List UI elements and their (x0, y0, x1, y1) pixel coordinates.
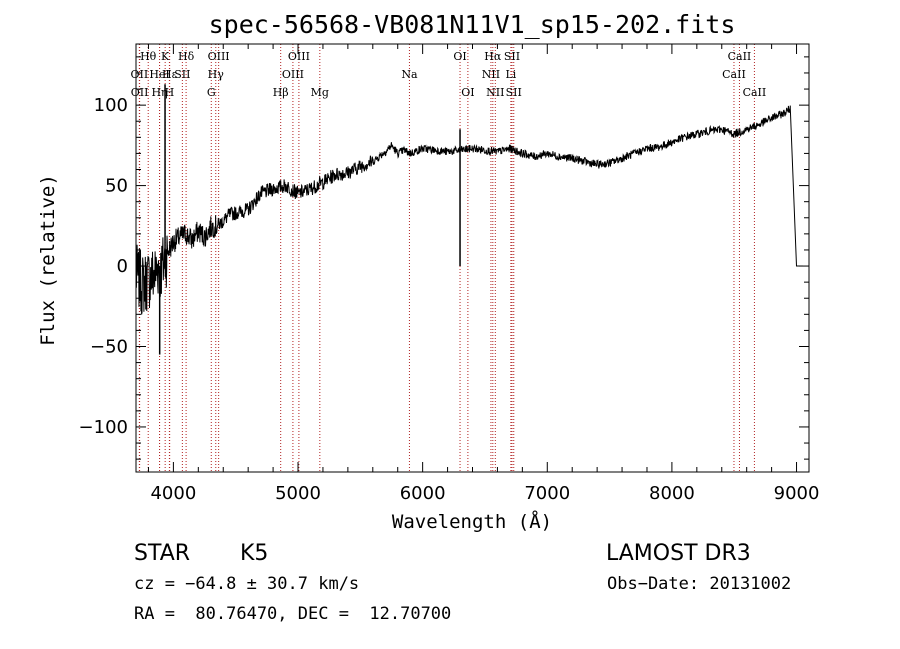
line-label-0: Hθ (140, 50, 157, 63)
x-axis-ticks: 4000 5000 6000 7000 8000 9000 (147, 44, 820, 504)
line-label-27: CaII (722, 68, 746, 81)
spectral-line-markers (138, 44, 755, 472)
y-tick-label-100: 100 (94, 95, 128, 116)
x-tick-label-4000: 4000 (150, 483, 196, 504)
line-label-8: Hδ (178, 50, 195, 63)
x-tick-label-8000: 8000 (649, 483, 695, 504)
line-label-10: OIII (208, 50, 230, 63)
line-label-16: Mg (311, 86, 329, 99)
line-label-19: OI (461, 86, 474, 99)
spectrum-series (135, 105, 803, 315)
spectrum-spikes (158, 84, 461, 355)
line-label-3: K (161, 50, 170, 63)
x-axis-label: Wavelength (Å) (392, 510, 552, 533)
line-label-11: Hγ (208, 68, 225, 81)
y-tick-label--100: −100 (79, 417, 128, 438)
line-label-22: NII (486, 86, 504, 99)
survey-name: LAMOST DR3 (606, 541, 751, 566)
chart-title: spec-56568-VB081N11V1_sp15-202.fits (209, 10, 736, 39)
line-label-1: OII (131, 68, 149, 81)
y-tick-label-50: 50 (105, 176, 128, 197)
line-label-6: HeI (149, 68, 169, 81)
line-label-4: Hε (162, 68, 178, 81)
x-tick-label-5000: 5000 (275, 483, 321, 504)
line-label-5: Hη (151, 86, 167, 99)
line-label-18: OI (453, 50, 466, 63)
y-tick-label--50: −50 (90, 336, 128, 357)
line-label-9: SII (174, 68, 190, 81)
y-tick-label-0: 0 (117, 256, 128, 277)
line-label-24: Li (505, 68, 516, 81)
object-class: STAR (134, 541, 191, 566)
line-label-20: Hα (484, 50, 502, 63)
line-label-26: CaII (728, 50, 752, 63)
redshift-velocity: cz = −64.8 ± 30.7 km/s (134, 574, 360, 594)
line-label-7: H (165, 86, 175, 99)
x-tick-label-7000: 7000 (524, 483, 570, 504)
x-tick-label-9000: 9000 (774, 483, 820, 504)
line-label-28: CaII (743, 86, 767, 99)
y-axis-ticks: −100 −50 0 50 100 (79, 56, 809, 460)
coordinates: RA = 80.76470, DEC = 12.70700 (134, 604, 452, 624)
line-label-25: SII (506, 86, 522, 99)
y-axis-label: Flux (relative) (37, 174, 59, 346)
line-label-21: NII (482, 68, 500, 81)
object-subclass: K5 (240, 541, 269, 566)
plot-frame (135, 43, 810, 473)
observation-date: Obs−Date: 20131002 (607, 574, 792, 594)
line-label-12: G (207, 86, 216, 99)
line-label-17: Na (401, 68, 418, 81)
line-label-15: OIII (282, 68, 304, 81)
spectral-line-labels: Hθ OII OII K Hε Hη HeI H Hδ SII OIII Hγ G Hβ OIII OIII M… (131, 50, 767, 99)
line-label-2: OII (131, 86, 149, 99)
line-label-13: Hβ (273, 86, 289, 99)
line-label-23: SII (504, 50, 520, 63)
x-tick-label-6000: 6000 (400, 483, 446, 504)
line-label-14: OIII (288, 50, 310, 63)
